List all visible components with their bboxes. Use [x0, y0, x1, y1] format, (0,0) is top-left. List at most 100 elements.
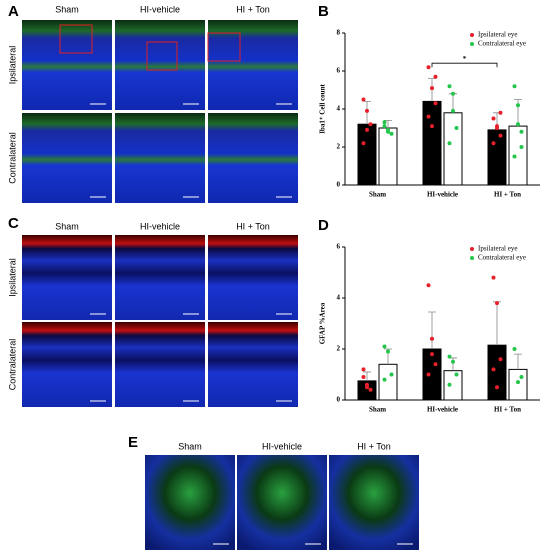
bar — [422, 348, 442, 401]
data-point — [433, 101, 438, 106]
bar — [357, 123, 377, 186]
data-point — [447, 382, 452, 387]
data-point — [426, 372, 431, 377]
panel-label: B — [318, 3, 329, 20]
column-label: Sham — [55, 221, 79, 231]
y-tick-label: 0 — [337, 181, 341, 189]
y-tick-label: 2 — [337, 345, 341, 353]
error-bar — [514, 353, 522, 370]
significance-label: * — [463, 55, 467, 63]
micrograph — [22, 113, 112, 203]
data-point — [491, 275, 496, 280]
data-point — [451, 108, 455, 113]
legend-marker — [470, 247, 474, 251]
data-point — [512, 347, 517, 351]
data-point — [430, 336, 434, 341]
micrograph — [329, 455, 419, 550]
data-point — [454, 126, 459, 130]
data-point — [426, 114, 431, 119]
micrograph — [208, 322, 298, 407]
data-point — [382, 124, 387, 129]
data-point — [498, 110, 503, 115]
data-point — [361, 367, 366, 372]
data-point — [386, 127, 390, 132]
bar — [487, 129, 507, 186]
y-tick-label: 8 — [337, 29, 341, 37]
x-tick-label: HI + Ton — [494, 191, 521, 199]
data-point — [382, 377, 387, 382]
legend-label: Ipsilateral eye — [478, 31, 517, 39]
data-point — [495, 124, 499, 129]
error-bar — [428, 311, 436, 349]
y-tick-label: 0 — [337, 396, 341, 404]
significance-bracket — [431, 62, 498, 68]
x-tick-label: HI-vehicle — [427, 191, 458, 199]
column-label: HI-vehicle — [140, 221, 180, 231]
data-point — [447, 84, 452, 89]
micrograph — [208, 113, 298, 203]
panel-label: C — [8, 215, 19, 232]
region-box — [146, 41, 178, 71]
data-point — [519, 129, 524, 134]
data-point — [382, 344, 387, 349]
panel-label: E — [128, 434, 138, 451]
micrograph — [115, 113, 205, 203]
bar — [508, 368, 528, 401]
y-tick-label: 6 — [337, 243, 341, 251]
error-bar — [384, 120, 392, 128]
legend-label: Contralateral eye — [478, 254, 526, 262]
column-label: HI-vehicle — [140, 4, 180, 14]
column-label: Sham — [55, 4, 79, 14]
y-tick-label: 6 — [337, 67, 341, 75]
region-box — [59, 24, 93, 54]
x-tick-label: HI-vehicle — [427, 406, 458, 414]
data-point — [516, 122, 520, 127]
micrograph — [115, 235, 205, 320]
bar — [443, 370, 463, 401]
bar — [378, 127, 398, 186]
column-label: HI + Ton — [357, 441, 391, 451]
legend-label: Contralateral eye — [478, 40, 526, 48]
bar — [378, 363, 398, 401]
y-axis-label: Iba1⁺ Cell count — [319, 84, 327, 134]
data-point — [389, 372, 394, 377]
y-axis-label: GFAP %Area — [319, 302, 327, 344]
data-point — [498, 133, 503, 138]
column-label: HI-vehicle — [262, 441, 302, 451]
micrograph — [208, 20, 298, 110]
data-point — [519, 375, 524, 380]
panel-label: D — [318, 217, 329, 234]
data-point — [430, 124, 434, 129]
micrograph — [237, 455, 327, 550]
data-point — [433, 74, 438, 79]
data-point — [447, 354, 452, 359]
bar — [443, 112, 463, 186]
micrograph — [208, 235, 298, 320]
data-point — [361, 141, 366, 146]
micrograph — [115, 20, 205, 110]
bar — [508, 125, 528, 186]
data-point — [491, 141, 496, 146]
legend-label: Ipsilateral eye — [478, 245, 517, 253]
data-point — [368, 122, 373, 127]
data-point — [498, 357, 503, 362]
data-point — [495, 301, 499, 306]
data-point — [365, 385, 369, 390]
legend-marker — [470, 33, 474, 37]
row-label: Ipsilateral — [7, 258, 17, 297]
data-point — [368, 387, 373, 392]
column-label: Sham — [178, 441, 202, 451]
error-bar — [493, 301, 501, 346]
column-label: HI + Ton — [236, 221, 270, 231]
data-point — [516, 103, 520, 108]
data-point — [430, 86, 434, 91]
data-point — [382, 120, 387, 125]
bar — [487, 344, 507, 401]
data-point — [491, 116, 496, 121]
data-point — [426, 65, 431, 70]
x-tick-label: Sham — [369, 191, 386, 199]
data-point — [433, 362, 438, 367]
data-point — [386, 349, 390, 354]
data-point — [389, 131, 394, 136]
